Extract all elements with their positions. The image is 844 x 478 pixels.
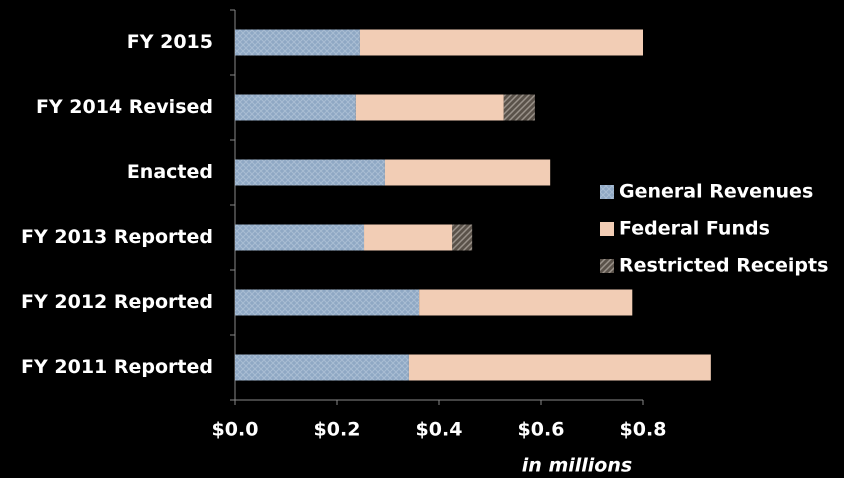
bar-segment [384,159,551,186]
bar-segment [419,289,633,316]
bar-segment [235,159,385,186]
legend-swatch [600,185,614,199]
bar-segment [235,29,360,56]
x-tick-label: $0.0 [212,419,259,441]
legend-label: Restricted Receipts [619,255,828,277]
bar-segment [235,354,409,381]
bar-segment [503,94,535,121]
x-tick-label: $0.6 [518,419,565,441]
legend-swatch [600,222,614,236]
x-tick-label: $0.2 [314,419,361,441]
bar-segment [235,289,420,316]
y-tick-label: FY 2011 Reported [21,356,213,378]
bar-segment [359,29,643,56]
legend-label: Federal Funds [619,218,770,240]
y-tick-label: FY 2012 Reported [21,291,213,313]
x-tick-label: $0.4 [416,419,463,441]
legend-swatch [600,259,614,273]
x-tick-label: $0.8 [620,419,667,441]
bar-segment [355,94,504,121]
bar-segment [452,224,473,251]
bar-segment [364,224,453,251]
bar-segment [235,224,365,251]
y-tick-label: FY 2013 Reported [21,226,213,248]
bar-segment [408,354,711,381]
x-axis-label: in millions [522,455,632,477]
y-tick-label: Enacted [127,161,213,183]
y-tick-label: FY 2014 Revised [36,96,213,118]
y-tick-label: FY 2015 [127,31,213,53]
legend-label: General Revenues [619,181,813,203]
bar-segment [235,94,356,121]
